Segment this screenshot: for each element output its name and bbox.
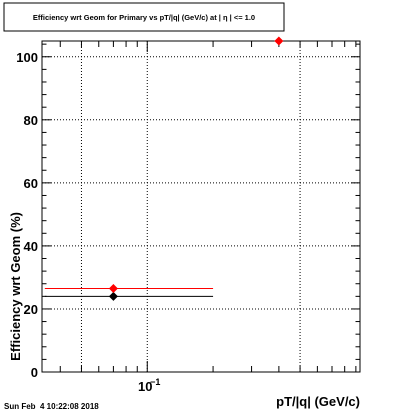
y-tick-label: 80	[24, 113, 38, 128]
data-series	[44, 36, 284, 301]
x-tick-label: 10	[138, 379, 152, 394]
x-axis-title: pT/|q| (GeV/c)	[276, 394, 360, 409]
chart-title: Efficiency wrt Geom for Primary vs pT/|q…	[33, 13, 255, 22]
y-tick-label: 40	[24, 239, 38, 254]
y-axis-title: Efficiency wrt Geom (%)	[8, 212, 23, 361]
y-tick-label: 60	[24, 176, 38, 191]
y-tick-label: 100	[16, 50, 38, 65]
y-axis-ticks: 0 20 40 60 80 100	[16, 43, 360, 380]
y-tick-label: 0	[31, 365, 38, 380]
title-box	[3, 2, 285, 32]
data-point-marker	[108, 283, 118, 293]
x-axis-ticks: 10−1	[59, 41, 357, 394]
timestamp: Sun Feb 4 10:22:08 2018	[4, 402, 99, 411]
data-point-marker	[274, 36, 284, 46]
data-point-marker	[108, 291, 118, 301]
x-tick-label-exponent: −1	[150, 377, 160, 387]
grid-lines	[42, 41, 360, 372]
y-tick-label: 20	[24, 302, 38, 317]
plot-frame	[41, 40, 361, 373]
